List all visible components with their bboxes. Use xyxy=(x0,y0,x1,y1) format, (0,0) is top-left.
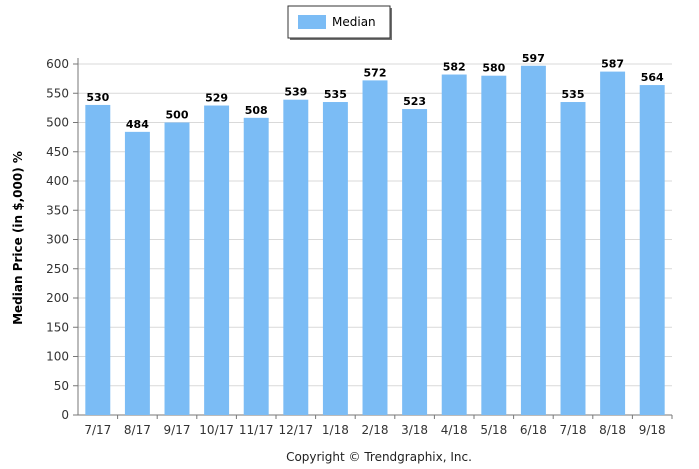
data-label-3/18: 523 xyxy=(403,95,426,108)
data-labels: 530 484 500 529 508 539 535 572 523 582 580 597 535 5… xyxy=(86,52,664,131)
bars xyxy=(85,65,665,416)
bar-12/17 xyxy=(283,99,309,415)
x-tick-label-7/17: 7/17 xyxy=(84,423,111,437)
copyright-text: Copyright © Trendgraphix, Inc. xyxy=(286,450,472,464)
data-label-4/18: 582 xyxy=(443,61,466,74)
y-tick-label-300: 300 xyxy=(46,233,69,247)
data-label-10/17: 529 xyxy=(205,92,228,105)
bar-10/17 xyxy=(204,105,230,415)
y-tick-label-350: 350 xyxy=(46,203,69,217)
bar-9/17 xyxy=(164,122,190,415)
data-label-8/18: 587 xyxy=(601,58,624,71)
data-label-2/18: 572 xyxy=(364,66,387,79)
bar-8/17 xyxy=(124,131,150,416)
y-tick-label-600: 600 xyxy=(46,57,69,71)
x-tick-label-12/17: 12/17 xyxy=(279,423,314,437)
x-tick-label-11/17: 11/17 xyxy=(239,423,274,437)
data-label-6/18: 597 xyxy=(522,52,545,65)
x-tick-label-1/18: 1/18 xyxy=(322,423,349,437)
x-tick-label-6/18: 6/18 xyxy=(520,423,547,437)
data-label-7/18: 535 xyxy=(562,88,585,101)
x-tick-label-8/18: 8/18 xyxy=(599,423,626,437)
bar-7/18 xyxy=(560,102,586,416)
y-tick-labels: 0 50 100 150 200 250 300 350 400 450 500 550 600 xyxy=(46,57,69,422)
legend-label-median: Median xyxy=(332,15,376,29)
x-tick-label-9/18: 9/18 xyxy=(639,423,666,437)
y-tick-label-0: 0 xyxy=(61,408,69,422)
y-tick-label-50: 50 xyxy=(54,379,69,393)
x-tick-label-2/18: 2/18 xyxy=(362,423,389,437)
legend: Median xyxy=(287,5,392,40)
legend-swatch-median xyxy=(298,15,326,29)
x-tick-label-5/18: 5/18 xyxy=(480,423,507,437)
y-tick-label-550: 550 xyxy=(46,86,69,100)
x-tick-label-9/17: 9/17 xyxy=(164,423,191,437)
bar-6/18 xyxy=(520,65,546,415)
y-tick-label-250: 250 xyxy=(46,262,69,276)
y-tick-label-450: 450 xyxy=(46,145,69,159)
bar-9/18 xyxy=(639,85,665,415)
x-tick-label-7/18: 7/18 xyxy=(560,423,587,437)
data-label-9/17: 500 xyxy=(166,109,189,122)
bar-5/18 xyxy=(481,75,507,415)
x-tick-label-3/18: 3/18 xyxy=(401,423,428,437)
data-label-7/17: 530 xyxy=(86,91,109,104)
bar-11/17 xyxy=(243,117,269,415)
data-label-9/18: 564 xyxy=(641,71,664,84)
y-tick-label-200: 200 xyxy=(46,291,69,305)
bar-4/18 xyxy=(441,74,467,415)
bar-1/18 xyxy=(322,102,348,416)
data-label-12/17: 539 xyxy=(284,86,307,99)
data-label-1/18: 535 xyxy=(324,88,347,101)
x-tick-label-10/17: 10/17 xyxy=(199,423,234,437)
data-label-8/17: 484 xyxy=(126,118,149,131)
bar-2/18 xyxy=(362,80,388,415)
data-label-5/18: 580 xyxy=(482,62,505,75)
bar-3/18 xyxy=(402,109,428,416)
x-tick-label-8/17: 8/17 xyxy=(124,423,151,437)
y-tick-label-400: 400 xyxy=(46,174,69,188)
bar-8/18 xyxy=(600,71,626,415)
data-label-11/17: 508 xyxy=(245,104,268,117)
y-axis-title: Median Price (in $,000) % xyxy=(11,151,25,325)
x-tick-labels: 7/17 8/17 9/17 10/17 11/17 12/17 1/18 2/18 3/18 4… xyxy=(84,423,665,437)
y-tick-label-100: 100 xyxy=(46,350,69,364)
y-tick-label-500: 500 xyxy=(46,116,69,130)
y-tick-label-150: 150 xyxy=(46,320,69,334)
bar-7/17 xyxy=(85,104,111,415)
x-tick-label-4/18: 4/18 xyxy=(441,423,468,437)
